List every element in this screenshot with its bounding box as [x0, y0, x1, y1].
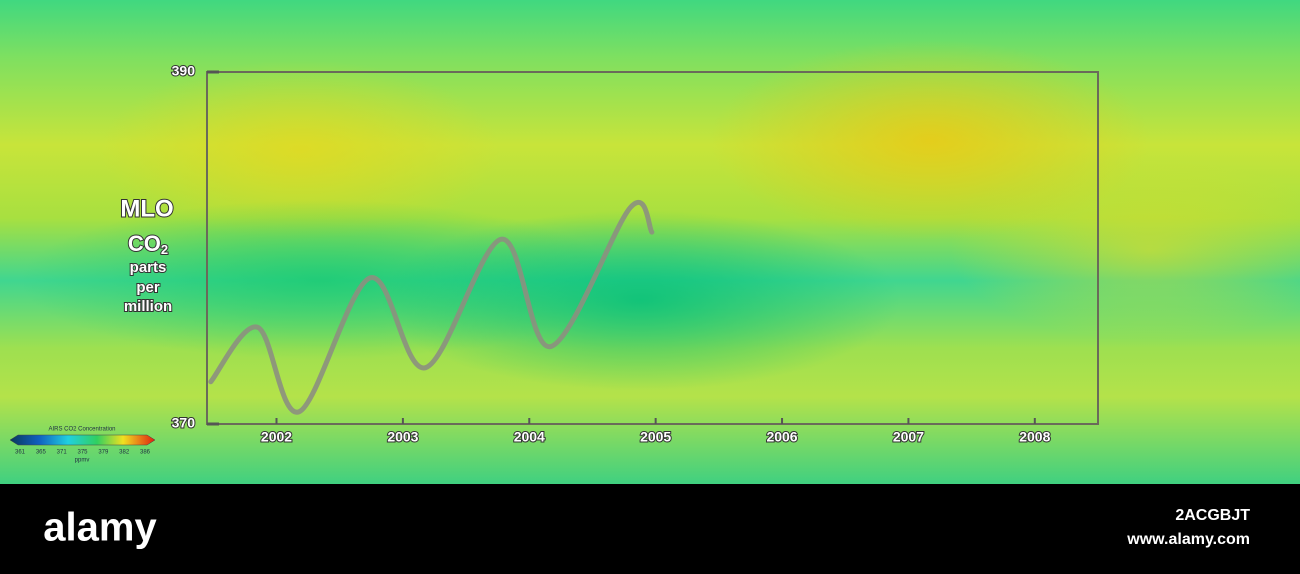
y-label-unit: parts — [130, 259, 167, 276]
colorbar-title: AIRS CO2 Concentration — [48, 427, 115, 433]
colorbar-tick-label: 375 — [77, 450, 88, 456]
x-tick-label: 2006 — [766, 429, 797, 445]
colorbar-unit: ppmv — [75, 458, 90, 464]
map-background — [0, 0, 1300, 484]
subscript: 2 — [161, 242, 168, 257]
plot-frame — [206, 71, 1099, 425]
colorbar-tick-label: 371 — [57, 450, 68, 456]
image-id: 2ACGBJT — [1175, 507, 1250, 524]
y-label-unit: million — [124, 298, 172, 315]
colorbar-tick-label: 379 — [98, 450, 109, 456]
colorbar-tick-label: 382 — [119, 450, 130, 456]
footer-bar — [0, 484, 1300, 574]
y-label-unit: per — [136, 279, 160, 296]
colorbar-tick-label: 386 — [140, 450, 151, 456]
colorbar — [9, 434, 156, 446]
x-tick-label: 2005 — [640, 429, 671, 445]
x-tick-label: 2008 — [1019, 429, 1050, 445]
y-label-title: MLO — [120, 195, 173, 222]
colorbar-tick-label: 365 — [36, 450, 47, 456]
colorbar-tick-label: 361 — [15, 450, 26, 456]
x-tick-label: 2003 — [387, 429, 418, 445]
logo: alamy — [43, 506, 157, 550]
y-label-gas: CO2 — [128, 231, 168, 258]
x-tick-label: 2007 — [893, 429, 924, 445]
gas: CO — [128, 231, 161, 256]
y-tick-label: 370 — [172, 415, 196, 431]
x-tick-label: 2004 — [514, 429, 545, 445]
x-tick-label: 2002 — [261, 429, 292, 445]
y-tick-label: 390 — [172, 63, 196, 79]
url: www.alamy.com — [1126, 531, 1250, 548]
line — [208, 199, 655, 415]
